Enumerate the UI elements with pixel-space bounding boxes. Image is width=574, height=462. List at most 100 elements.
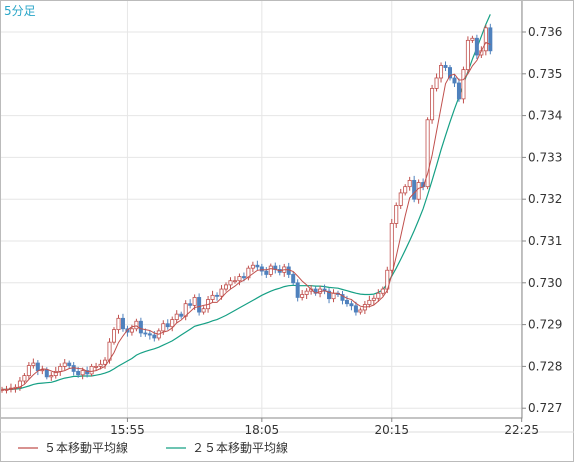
candle-up [439, 65, 444, 79]
candles [0, 23, 493, 394]
candle-up [116, 317, 121, 331]
candle-up [62, 362, 67, 367]
candle-down [340, 294, 345, 301]
y-tick-label: 0.729 [528, 318, 562, 332]
candle-up [58, 365, 63, 372]
candle-up [103, 359, 108, 365]
candle-up [112, 329, 117, 343]
candle-down [188, 303, 193, 306]
candle-down [44, 369, 49, 378]
candle-up [80, 370, 85, 376]
candle-up [98, 363, 103, 367]
candle-up [94, 365, 99, 368]
candle-down [138, 320, 143, 334]
candle-down [241, 276, 246, 279]
candle-down [259, 266, 264, 272]
candle-down [412, 179, 417, 200]
candle-up [89, 365, 94, 375]
y-tick-label: 0.730 [528, 276, 562, 290]
candle-up [403, 186, 408, 194]
candle-up [371, 297, 376, 301]
candle-down [295, 282, 300, 298]
candle-up [210, 294, 215, 300]
candle-up [232, 280, 237, 283]
candle-down [264, 270, 269, 275]
y-tick-label: 0.731 [528, 234, 562, 248]
period-label: 5分足 [4, 4, 36, 18]
candle-down [344, 299, 349, 305]
candle-up [300, 294, 305, 298]
candle-down [152, 334, 157, 339]
x-tick-label: 18:05 [245, 423, 280, 437]
candle-up [250, 264, 255, 269]
candle-up [129, 328, 134, 333]
candle-up [367, 299, 372, 305]
candle-up [425, 119, 430, 188]
candle-up [430, 88, 435, 121]
candle-up [237, 276, 242, 282]
legend: ５本移動平均線 ２５本移動平均線 [18, 440, 288, 455]
y-tick-label: 0.734 [528, 109, 562, 123]
candle-down [255, 264, 260, 268]
candle-up [22, 375, 27, 382]
y-tick-label: 0.727 [528, 401, 562, 415]
candle-up [219, 288, 224, 297]
y-tick-label: 0.732 [528, 192, 562, 206]
candle-up [134, 320, 139, 330]
x-tick-label: 22:25 [504, 423, 539, 437]
candle-up [26, 365, 31, 376]
candle-down [147, 333, 152, 336]
candle-down [179, 313, 184, 317]
x-tick-label: 20:15 [374, 423, 409, 437]
candle-up [376, 292, 381, 299]
ma5-layer [2, 41, 491, 390]
candle-up [192, 297, 197, 306]
candle-up [470, 37, 475, 41]
candle-down [443, 65, 448, 68]
candle-up [483, 27, 488, 52]
candle-up [31, 362, 36, 366]
candle-down [353, 305, 358, 313]
candle-up [331, 292, 336, 300]
y-tick-label: 0.733 [528, 150, 562, 164]
candle-up [398, 192, 403, 206]
candle-up [223, 284, 228, 290]
ma25-layer [2, 14, 491, 390]
candle-up [174, 313, 179, 320]
ma25-line [2, 14, 491, 390]
candle-down [291, 274, 296, 284]
candle-down [120, 317, 125, 330]
candle-down [447, 67, 452, 79]
y-tick-label: 0.735 [528, 67, 562, 81]
candle-down [35, 362, 40, 371]
candle-down [215, 294, 220, 297]
candle-up [461, 69, 466, 100]
candle-down [197, 297, 202, 313]
ma5-line [2, 41, 491, 390]
candle-down [143, 332, 148, 335]
candle-down [165, 323, 170, 328]
candle-down [474, 37, 479, 56]
candle-down [349, 303, 354, 307]
candle-up [358, 309, 363, 313]
candle-up [161, 323, 166, 332]
legend-label: ２５本移動平均線 [192, 440, 288, 455]
candle-up [434, 77, 439, 89]
candle-up [228, 280, 233, 286]
candle-down [327, 290, 332, 300]
y-axis: 0.736 0.735 0.734 0.733 0.732 0.731 0.730 0.729… [522, 25, 562, 415]
candle-down [67, 362, 72, 366]
candle-up [389, 223, 394, 271]
candle-up [201, 308, 206, 313]
candle-up [416, 182, 421, 200]
candle-up [304, 290, 309, 295]
candle-down [85, 370, 90, 375]
x-tick-label: 15:55 [110, 423, 145, 437]
candle-up [465, 39, 470, 71]
y-tick-label: 0.728 [528, 359, 562, 373]
candle-up [394, 205, 399, 224]
candle-up [268, 265, 273, 275]
candle-up [407, 179, 412, 188]
candle-up [380, 288, 385, 294]
